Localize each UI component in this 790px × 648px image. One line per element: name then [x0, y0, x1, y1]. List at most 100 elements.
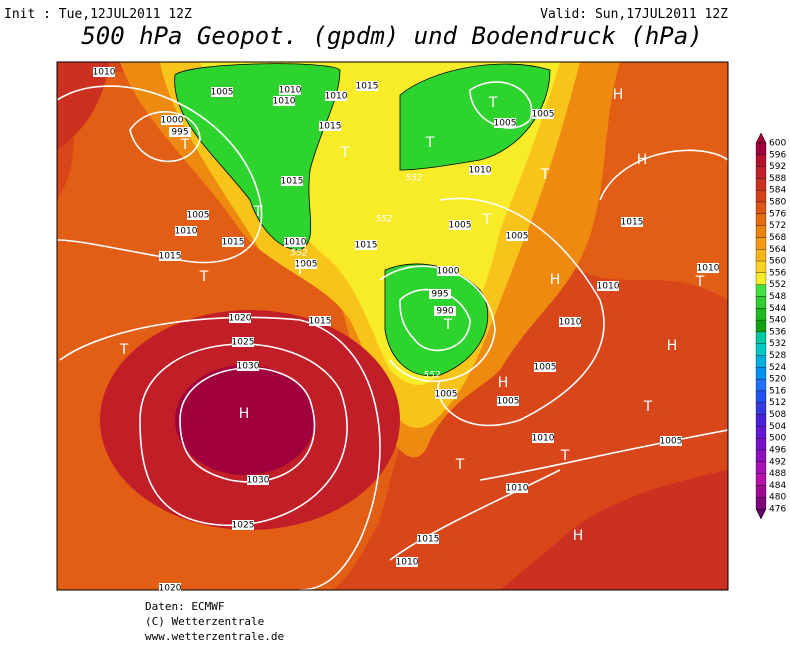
isobar-label: 1015: [417, 535, 440, 545]
pressure-center: T: [540, 167, 550, 183]
isobar-label: 1015: [319, 122, 342, 132]
isobar-label-box: [161, 115, 183, 125]
isobar-label: 1030: [247, 476, 270, 486]
isobar-label-box: [159, 583, 181, 593]
colorbar-cell: [755, 461, 767, 474]
isobar-label-box: [309, 316, 331, 326]
colorbar-label: 572: [769, 221, 786, 231]
geopotential-label: 552: [290, 249, 307, 259]
pressure-center: H: [637, 152, 648, 168]
isobar-label: 1005: [449, 221, 472, 231]
isobar-label: 1005: [211, 88, 234, 98]
isobar-label: 1005: [295, 260, 318, 270]
isobar-label-box: [506, 231, 528, 241]
isobar-label: 1010: [325, 92, 348, 102]
pressure-center: T: [482, 212, 492, 228]
pressure-center: T: [425, 135, 435, 151]
pressure-center: H: [613, 87, 624, 103]
isobar-label-box: [532, 109, 554, 119]
isobar-label-box: [93, 67, 115, 77]
isobar-label: 1005: [494, 119, 517, 129]
isobar-label: 1005: [435, 390, 458, 400]
colorbar-cell: [755, 367, 767, 380]
colorbar-label: 580: [769, 198, 786, 208]
isobar-label: 1005: [497, 397, 520, 407]
colorbar-cell: [755, 213, 767, 226]
isobar-label-box: [494, 118, 516, 128]
colorbar-label: 564: [769, 245, 786, 255]
pressure-center: T: [443, 317, 453, 333]
pressure-center: T: [643, 399, 653, 415]
isobar-label-box: [211, 87, 233, 97]
isobar-label: 1015: [621, 218, 644, 228]
colorbar-label: 492: [769, 457, 786, 467]
isobar-label: 1010: [469, 166, 492, 176]
colorbar-label: 592: [769, 162, 786, 172]
pressure-center: T: [253, 204, 263, 220]
isobar-label: 1010: [273, 97, 296, 107]
colorbar-label: 496: [769, 445, 786, 455]
isobar-label-box: [222, 237, 244, 247]
isobar-label-box: [449, 220, 471, 230]
isobar-label: 1010: [697, 264, 720, 274]
pressure-center: H: [498, 375, 509, 391]
map: [57, 62, 728, 590]
map-title: 500 hPa Geopot. (gpdm) und Bodendruck (h…: [81, 22, 702, 50]
colorbar-label: 476: [769, 505, 786, 515]
pressure-center: T: [295, 262, 305, 278]
isobar-label: 1030: [237, 362, 260, 372]
isobar-label: 1005: [187, 211, 210, 221]
isobar-label: 1015: [281, 177, 304, 187]
isobar-label: 1000: [437, 267, 460, 277]
isobar-label: 1010: [559, 318, 582, 328]
isobar-label-box: [396, 557, 418, 567]
colorbar-label: 600: [769, 139, 786, 149]
colorbar-cell: [755, 378, 767, 392]
pressure-center: H: [573, 528, 584, 544]
colorbar-cell: [755, 284, 767, 297]
isobar-label-box: [621, 217, 643, 227]
isobar-label: 1010: [93, 68, 116, 78]
colorbar-label: 520: [769, 375, 786, 385]
colorbar-label: 512: [769, 398, 786, 408]
colorbar-label: 508: [769, 410, 786, 420]
colorbar-label: 504: [769, 422, 786, 432]
init-time: Init : Tue,12JUL2011 12Z: [4, 7, 192, 22]
colorbar-label: 596: [769, 150, 786, 160]
colorbar-label: 576: [769, 209, 786, 219]
isobar-label: 1015: [355, 241, 378, 251]
isobar-label-box: [159, 251, 181, 261]
colorbar-label: 540: [769, 316, 786, 326]
colorbar-cap: [755, 132, 767, 144]
isobar-label: 1000: [161, 116, 184, 126]
isobar-label-box: [597, 281, 619, 291]
isobar-label: 995: [171, 128, 188, 138]
isobar-label: 1015: [159, 252, 182, 262]
colorbar-cell: [755, 402, 767, 415]
isobar-label: 1020: [229, 314, 252, 324]
isobar-label: 1005: [660, 437, 683, 447]
colorbar-label: 556: [769, 268, 786, 278]
geopotential-label: 552: [423, 371, 440, 381]
colorbar-cell: [755, 142, 767, 155]
isobar-label-box: [434, 306, 456, 316]
isobar-label-box: [279, 85, 301, 95]
colorbar-cell: [755, 296, 767, 309]
isobar-label-box: [497, 396, 519, 406]
pressure-center: T: [488, 95, 498, 111]
isobar-label-box: [229, 313, 251, 323]
colorbar-cell: [755, 473, 767, 486]
isobar-label-box: [356, 81, 378, 91]
isobar-label-box: [175, 226, 197, 236]
isobar-label-box: [417, 534, 439, 544]
isobar-label-box: [355, 240, 377, 250]
isobar-label-box: [232, 337, 254, 347]
pressure-center: H: [550, 272, 561, 288]
colorbar-label: 516: [769, 386, 786, 396]
footer-line: www.wetterzentrale.de: [145, 630, 284, 643]
colorbar-label: 500: [769, 434, 786, 444]
colorbar-label: 560: [769, 257, 786, 267]
colorbar-cell: [755, 485, 767, 498]
